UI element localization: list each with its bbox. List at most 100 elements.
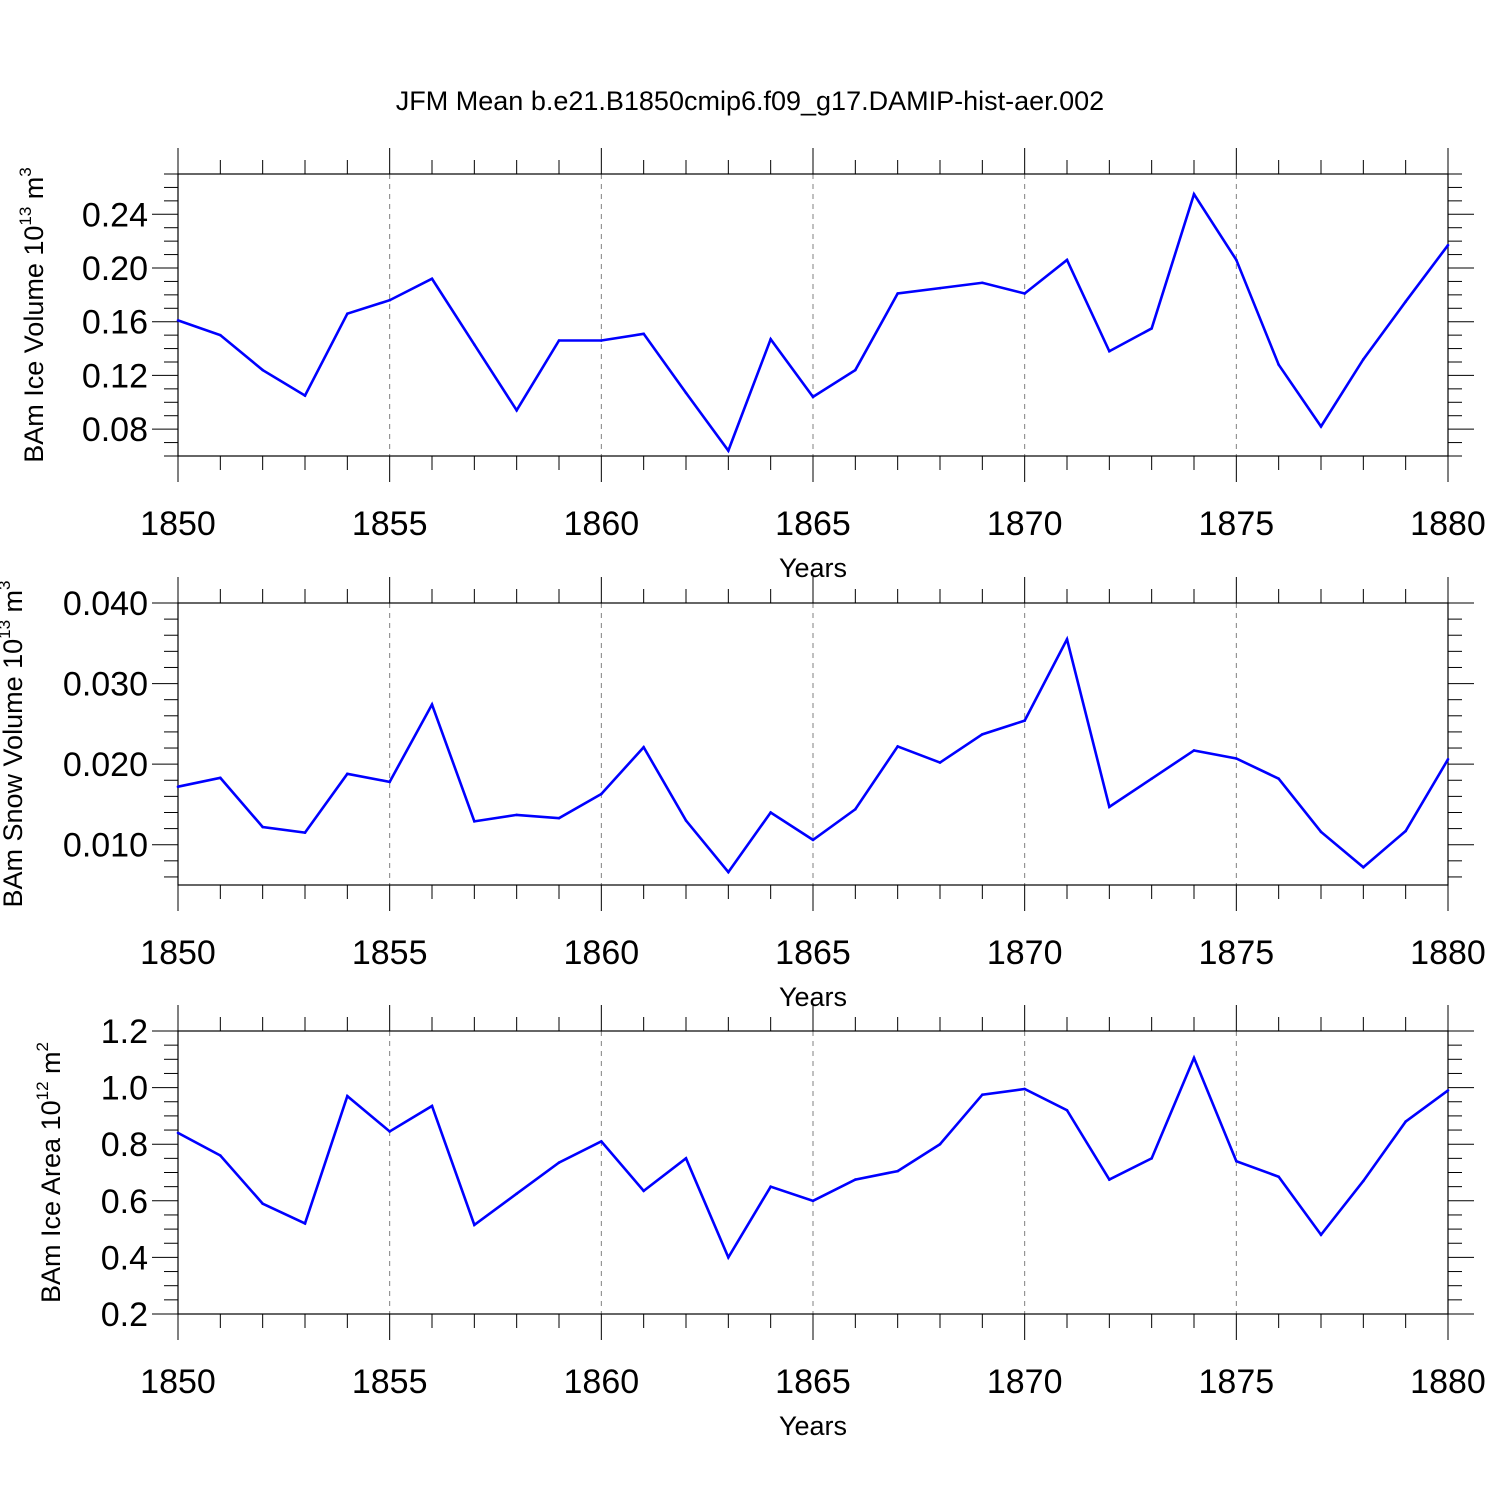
y-axis-label-superscript: 3 (16, 167, 35, 176)
chart-panel-2: 1850 1855 1860 1865 1870 1875 1880 0.010 0.020 0.… (0, 577, 1486, 1012)
data-point (176, 785, 180, 789)
data-point (1023, 719, 1026, 722)
data-point (388, 1130, 391, 1133)
data-point (346, 312, 349, 315)
data-point (515, 409, 518, 412)
y-axis-label: BAm Ice Volume 1013 m3 (16, 167, 49, 463)
data-point (388, 780, 391, 784)
data-point (854, 368, 857, 372)
data-point (1277, 777, 1280, 780)
data-point (896, 745, 899, 748)
x-tick-label: 1850 (140, 1363, 216, 1401)
y-tick-label: 1.0 (101, 1070, 148, 1108)
data-point (600, 1140, 603, 1143)
x-tick-label: 1880 (1410, 1363, 1486, 1401)
data-point (600, 339, 603, 342)
data-point (642, 332, 645, 336)
data-point (1108, 1178, 1111, 1181)
data-point (388, 298, 391, 302)
data-point (219, 776, 222, 780)
y-tick-label: 0.8 (101, 1126, 148, 1164)
data-point (981, 281, 984, 285)
data-point (981, 733, 984, 736)
chart-panel-1: 1850 1855 1860 1865 1870 1875 1880 0.08 0.12 0.16… (16, 148, 1486, 583)
data-point (473, 343, 476, 346)
data-point (261, 825, 264, 829)
y-tick-label: 0.020 (63, 746, 148, 784)
y-tick-label: 0.040 (63, 585, 148, 623)
data-point (1023, 292, 1026, 295)
chart-title: JFM Mean b.e21.B1850cmip6.f09_g17.DAMIP-… (396, 86, 1104, 116)
y-axis-label-superscript: 13 (0, 620, 14, 639)
y-axis-label-superscript: 12 (33, 1081, 52, 1100)
x-tick-label: 1850 (140, 934, 216, 972)
data-point (1319, 425, 1323, 428)
data-point (811, 395, 815, 399)
data-point (1446, 758, 1450, 761)
y-axis-label: BAm Snow Volume 1013 m3 (0, 580, 28, 907)
data-point (1235, 1159, 1238, 1163)
data-point (1192, 192, 1196, 196)
data-point (515, 813, 518, 817)
y-axis-label-text: m (0, 590, 28, 620)
data-point (727, 870, 730, 874)
data-point (896, 1169, 899, 1173)
series-line (177, 191, 1450, 454)
y-tick-label: 0.16 (82, 304, 148, 342)
data-point (1446, 1089, 1450, 1092)
data-point (727, 449, 730, 452)
x-tick-label: 1855 (352, 505, 428, 543)
x-tick-label: 1855 (352, 934, 428, 972)
data-point (219, 1154, 222, 1157)
data-point (1446, 243, 1450, 247)
data-point (303, 831, 307, 834)
data-point (684, 819, 688, 822)
data-point (1192, 749, 1196, 752)
x-tick-label: 1865 (775, 934, 851, 972)
data-point (1362, 358, 1365, 361)
data-point (1362, 1179, 1365, 1183)
data-point (261, 1202, 264, 1205)
y-axis-label-superscript: 2 (33, 1042, 52, 1051)
data-point (1108, 349, 1111, 353)
y-tick-label: 0.12 (82, 357, 148, 395)
x-tick-label: 1855 (352, 1363, 428, 1401)
y-tick-label: 0.24 (82, 196, 148, 234)
y-axis-label-superscript: 13 (16, 207, 35, 226)
data-point (1404, 1120, 1407, 1123)
chart-panel-3: 1850 1855 1860 1865 1870 1875 1880 0.2 0.4 0.6 0.8… (33, 1005, 1486, 1441)
data-point (938, 286, 942, 290)
data-point (346, 772, 349, 776)
y-axis-label-text: BAm Ice Area 10 (36, 1100, 66, 1303)
data-point (176, 1131, 180, 1135)
y-tick-label: 1.2 (101, 1013, 148, 1051)
x-axis-label: Years (779, 1411, 847, 1441)
data-point (430, 1104, 434, 1108)
data-point (684, 391, 688, 395)
y-tick-label: 0.010 (63, 827, 148, 865)
data-point (1277, 363, 1280, 366)
x-tick-label: 1875 (1199, 934, 1275, 972)
data-point (303, 394, 307, 397)
data-point (1192, 1056, 1196, 1060)
data-point (1319, 830, 1323, 834)
x-tick-label: 1865 (775, 1363, 851, 1401)
data-point (1235, 757, 1238, 760)
data-point (557, 339, 561, 342)
data-point (1150, 327, 1153, 330)
data-point (642, 745, 645, 749)
x-tick-label: 1860 (564, 1363, 640, 1401)
data-point (981, 1093, 984, 1096)
y-tick-label: 0.20 (82, 250, 148, 288)
data-point (346, 1094, 349, 1098)
x-tick-label: 1870 (987, 934, 1063, 972)
data-point (1362, 865, 1365, 869)
data-point (1065, 1108, 1069, 1112)
x-tick-label: 1850 (140, 505, 216, 543)
data-point (1150, 777, 1153, 780)
data-point (1404, 829, 1407, 833)
data-point (1404, 300, 1407, 303)
x-tick-label: 1870 (987, 1363, 1063, 1401)
y-tick-label: 0.6 (101, 1183, 148, 1221)
